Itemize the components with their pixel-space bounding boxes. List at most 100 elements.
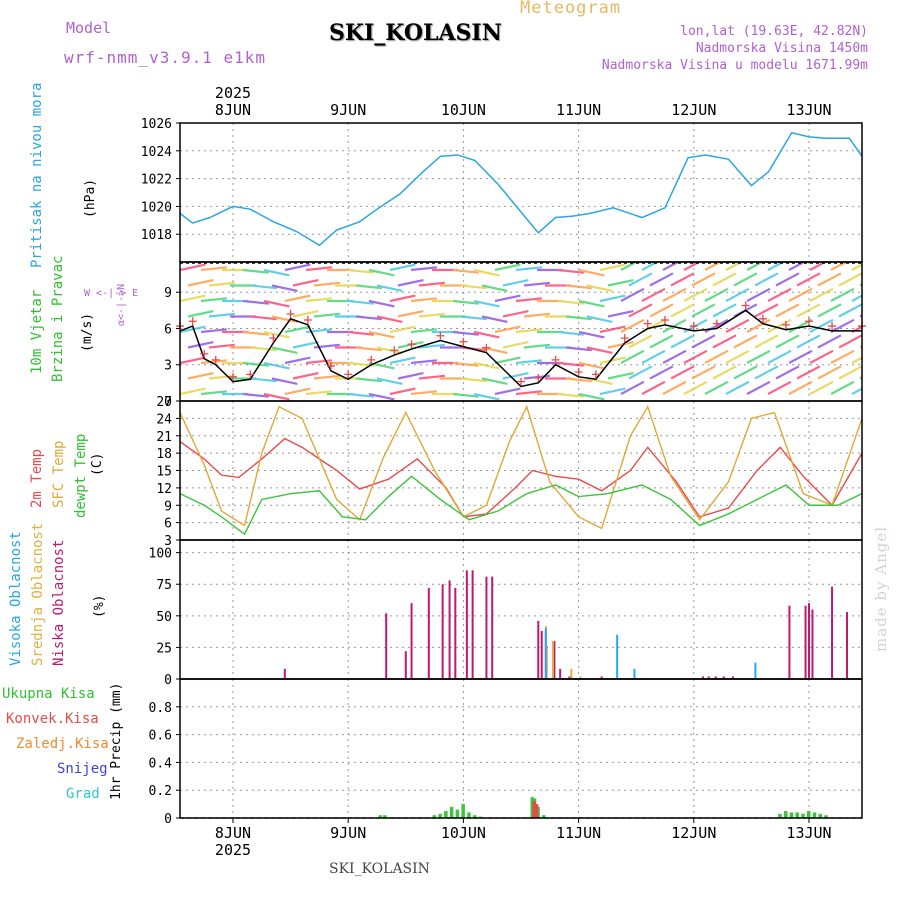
wind-barbs <box>180 258 900 401</box>
wind-barb <box>180 294 206 303</box>
wind-barb <box>754 365 779 380</box>
wind-barb <box>368 330 395 339</box>
wind-barb <box>873 258 896 270</box>
cloud-bar <box>731 676 734 679</box>
wind-barb <box>746 287 771 302</box>
wind-gust-marker <box>286 309 295 318</box>
wind-barb <box>397 310 424 318</box>
wind-gust-marker <box>200 349 209 358</box>
year-label-top: 2025 <box>215 84 251 102</box>
year-label-bottom: 2025 <box>215 841 251 859</box>
y-tick-label: 0 <box>164 395 172 410</box>
wind-barb <box>851 294 862 302</box>
wind-barb <box>368 268 395 277</box>
wind-barb <box>851 263 862 271</box>
y-tick-label: 21 <box>156 430 172 445</box>
cloud-bar <box>808 603 811 679</box>
wind-barb <box>397 372 424 380</box>
wind-barb <box>746 262 765 271</box>
wind-barb <box>881 335 900 347</box>
meteogram-label: Meteogram <box>520 0 622 18</box>
wind-barb <box>313 281 340 287</box>
precip-bar <box>801 813 805 818</box>
wind-barb <box>347 268 374 274</box>
wind-gust-marker <box>303 316 312 325</box>
wind-barb <box>284 387 311 396</box>
wind-barb <box>180 325 206 334</box>
wind-gust-marker <box>367 355 376 364</box>
wind-barb <box>873 289 896 301</box>
x-tick-label-top: 9JUN <box>330 101 366 119</box>
wind-barb <box>187 341 214 349</box>
wind-barb <box>796 365 821 380</box>
wind-barb <box>347 392 374 398</box>
wind-barb <box>452 268 479 274</box>
wind-barb <box>796 303 821 318</box>
wind-barb <box>187 310 214 318</box>
wind-barb <box>292 310 319 318</box>
wind-barb <box>271 346 298 354</box>
wind-barb <box>368 392 395 401</box>
wind-barb <box>691 303 716 318</box>
wind-gust-marker <box>517 377 525 386</box>
y-tick-label: 1024 <box>141 145 172 160</box>
wind-barb <box>292 372 319 380</box>
precip-bar <box>467 812 471 818</box>
wind-barb <box>599 325 626 334</box>
wind-barb <box>557 361 584 367</box>
wind-barb <box>389 263 416 272</box>
wind-barb <box>788 262 807 271</box>
wind-gust-marker <box>828 322 837 331</box>
wind-barb <box>641 380 666 395</box>
panel-border <box>179 539 863 680</box>
precip-legend-frz: Zaledj.Kisa <box>16 736 109 752</box>
wind-barb <box>809 380 834 395</box>
cloud-bar <box>633 668 636 679</box>
wind-gust-marker <box>211 355 220 364</box>
wind-gust-marker <box>805 317 814 326</box>
wind-barb <box>838 334 862 349</box>
precip-bar <box>778 813 782 818</box>
y-tick-label: 50 <box>156 610 172 625</box>
y-tick-label: 3 <box>164 534 172 549</box>
wind-barb <box>859 283 862 287</box>
wind-barb <box>578 392 605 401</box>
x-tick-label-top: 10JUN <box>441 101 486 119</box>
wind-barb <box>607 372 634 380</box>
precip-bar <box>438 813 442 818</box>
wind-barb <box>355 284 382 290</box>
wind-barb <box>607 310 634 318</box>
wind-barb <box>649 303 674 318</box>
cloud-bar <box>540 630 543 679</box>
wind-barb <box>515 328 542 334</box>
precip-bar <box>530 797 535 818</box>
y-tick-label: 18 <box>156 447 172 462</box>
cloud-bar <box>491 576 494 679</box>
precip-bar <box>807 811 811 818</box>
wind-barb <box>208 312 235 318</box>
wind-barb <box>284 263 311 272</box>
wind-barb <box>767 287 792 302</box>
cloud-bar <box>788 605 791 679</box>
wind-barb <box>410 390 437 396</box>
lonlat-label: lon,lat (19.63E, 42.82N) <box>680 24 868 39</box>
wind-barb <box>418 343 445 349</box>
wind-barb <box>557 299 584 305</box>
wind-barb <box>515 297 542 303</box>
wind-barb <box>775 272 800 287</box>
wind-gust-marker <box>228 372 237 381</box>
wind-barb <box>859 314 862 318</box>
wind-barb <box>670 365 695 380</box>
wind-gust-marker <box>643 319 652 328</box>
wind-gust-marker <box>188 317 197 326</box>
precip-bar <box>455 809 460 818</box>
temp-2m-line <box>179 437 863 518</box>
wind-barb <box>641 262 660 271</box>
wind-gust-marker <box>661 316 670 325</box>
cloud-bar <box>754 662 757 679</box>
cloud-bar <box>570 668 573 679</box>
wind-barb <box>376 315 403 323</box>
wind-barb <box>523 343 550 349</box>
wind-barb <box>473 330 500 339</box>
